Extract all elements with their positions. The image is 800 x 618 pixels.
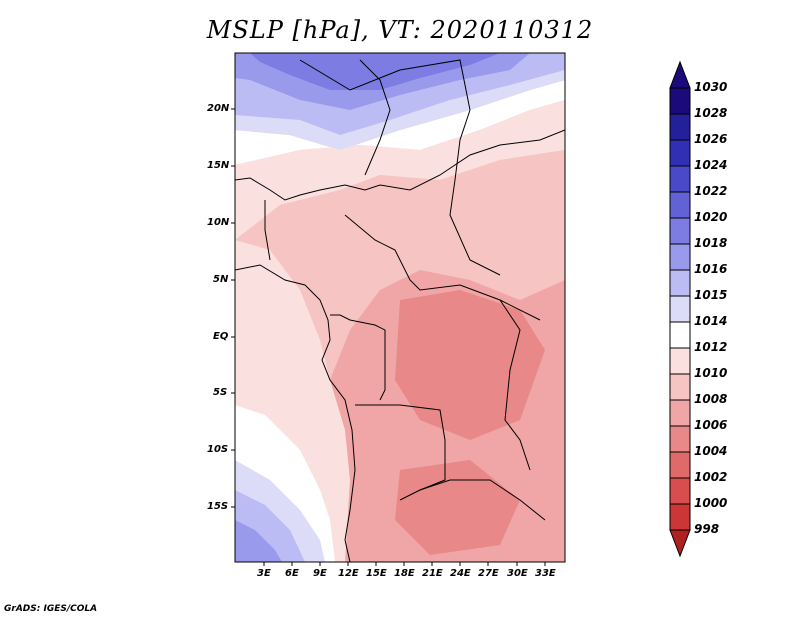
lon-label-21e: 21E xyxy=(422,568,443,579)
colorbar-1028 xyxy=(669,87,691,115)
colorbar-1015 xyxy=(669,269,691,297)
field-1006-congo xyxy=(395,290,545,440)
colorbar-label-1016: 1016 xyxy=(694,262,728,276)
colorbar xyxy=(669,60,691,558)
colorbar-1004 xyxy=(669,425,691,453)
pressure-field xyxy=(235,53,565,562)
colorbar-1022 xyxy=(669,165,691,193)
sudan-border xyxy=(449,109,501,276)
lon-label-30e: 30E xyxy=(507,568,528,579)
lon-label-3e: 3E xyxy=(257,568,271,579)
colorbar-label-1030: 1030 xyxy=(694,80,728,94)
colorbar-label-1000: 1000 xyxy=(694,496,728,510)
field-1020-north xyxy=(250,53,500,90)
map-frame xyxy=(234,52,566,563)
lat-label-10n: 10N xyxy=(207,217,230,228)
field-1014-north xyxy=(235,80,565,165)
sahel-border xyxy=(235,129,565,201)
colorbar-1024 xyxy=(669,139,691,167)
lon-label-12e: 12E xyxy=(338,568,359,579)
colorbar-label-1008: 1008 xyxy=(694,392,728,406)
colorbar-label-1010: 1010 xyxy=(694,366,728,380)
field-1012-sahel xyxy=(235,100,565,240)
lat-label-5s: 5S xyxy=(213,387,228,398)
colorbar-1012 xyxy=(669,321,691,349)
lat-label-15s: 15S xyxy=(207,501,229,512)
colorbar-label-1012: 1012 xyxy=(694,340,728,354)
zambia-border xyxy=(419,479,546,521)
lon-label-18e: 18E xyxy=(394,568,415,579)
colorbar-1010 xyxy=(669,347,691,375)
colorbar-label-1028: 1028 xyxy=(694,106,728,120)
east-border xyxy=(499,299,531,471)
lon-label-6e: 6E xyxy=(285,568,299,579)
colorbar-label-1026: 1026 xyxy=(694,132,728,146)
colorbar-label-1018: 1018 xyxy=(694,236,728,250)
country-borders xyxy=(235,59,565,562)
car-border xyxy=(344,214,541,321)
lat-label-10s: 10S xyxy=(207,444,229,455)
lon-label-27e: 27E xyxy=(478,568,499,579)
map-title: MSLP [hPa], VT: 2020110312 xyxy=(206,16,594,44)
lon-label-15e: 15E xyxy=(366,568,387,579)
lat-label-15n: 15N xyxy=(207,160,230,171)
colorbar-label-1004: 1004 xyxy=(694,444,728,458)
lat-label-eq: EQ xyxy=(213,331,229,342)
colorbar-998 xyxy=(669,503,691,531)
westafrica-border xyxy=(264,200,271,261)
field-1006-south xyxy=(395,460,520,555)
colorbar-1018 xyxy=(669,217,691,245)
lat-label-5n: 5N xyxy=(213,274,229,285)
lon-label-33e: 33E xyxy=(535,568,556,579)
colorbar-1008 xyxy=(669,373,691,401)
colorbar-top-arrow xyxy=(669,60,691,89)
gabon-border xyxy=(330,314,386,401)
colorbar-label-1020: 1020 xyxy=(694,210,728,224)
colorbar-label-998: 998 xyxy=(694,522,720,536)
lon-label-9e: 9E xyxy=(313,568,327,579)
colorbar-1014 xyxy=(669,295,691,323)
grads-credit: GrADS: IGES/COLA xyxy=(4,604,98,614)
axis-ticks xyxy=(231,108,546,566)
colorbar-1020 xyxy=(669,191,691,219)
libya-border xyxy=(299,59,471,111)
colorbar-1016 xyxy=(669,243,691,271)
colorbar-label-1006: 1006 xyxy=(694,418,728,432)
colorbar-label-1022: 1022 xyxy=(694,184,728,198)
colorbar-1002 xyxy=(669,451,691,479)
colorbar-bottom-arrow xyxy=(669,529,691,558)
colorbar-label-1024: 1024 xyxy=(694,158,728,172)
coastline xyxy=(235,264,356,562)
colorbar-1006 xyxy=(669,399,691,427)
colorbar-label-1015: 1015 xyxy=(694,288,728,302)
lon-label-24e: 24E xyxy=(450,568,471,579)
colorbar-label-1002: 1002 xyxy=(694,470,728,484)
colorbar-1000 xyxy=(669,477,691,505)
field-1018-south xyxy=(235,520,282,562)
colorbar-1026 xyxy=(669,113,691,141)
algeria-border xyxy=(359,59,391,176)
colorbar-label-1014: 1014 xyxy=(694,314,728,328)
lat-label-20n: 20N xyxy=(207,103,230,114)
